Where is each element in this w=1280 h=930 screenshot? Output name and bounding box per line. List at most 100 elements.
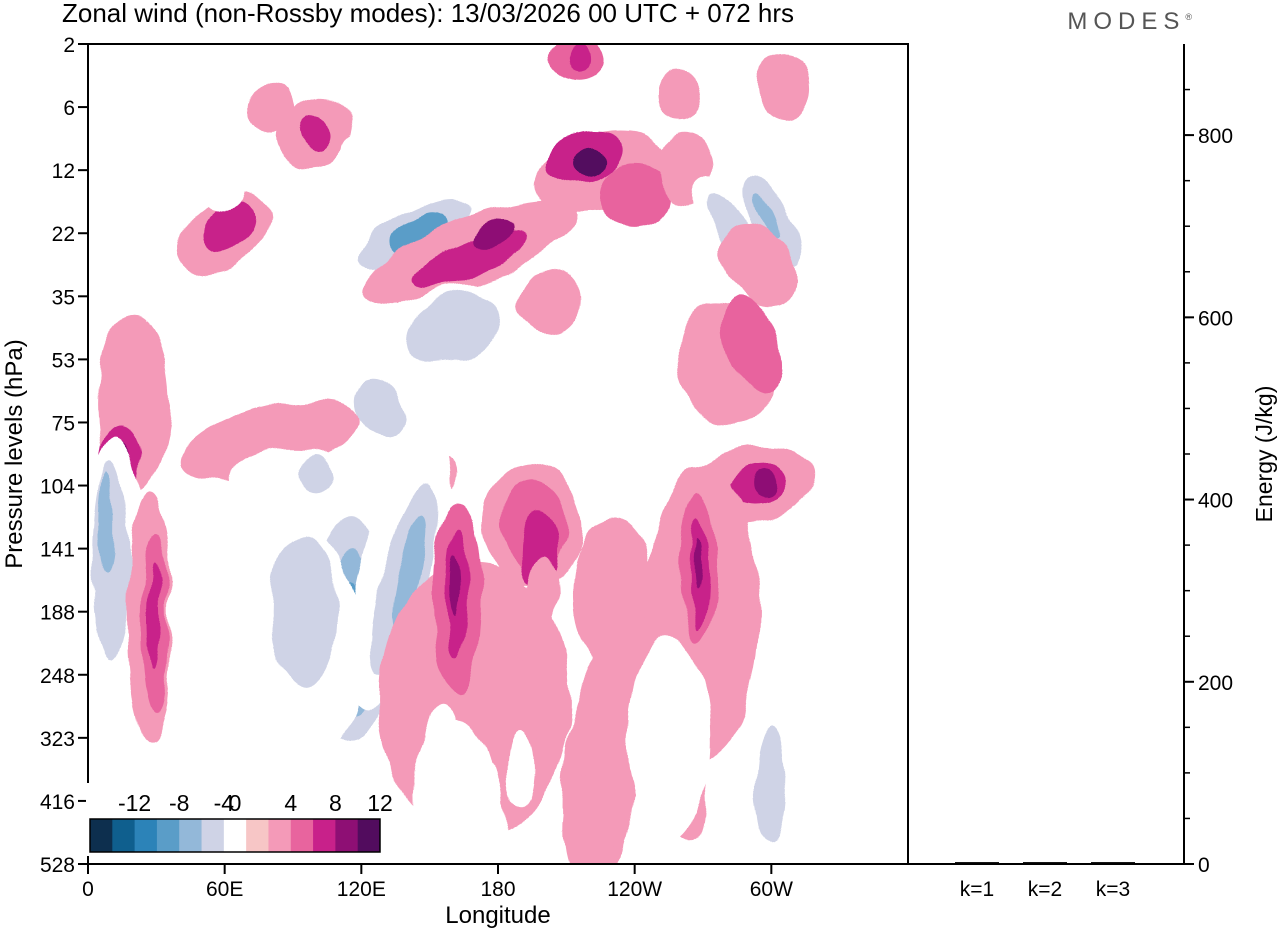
y-tick-label: 188 — [40, 602, 75, 625]
wind-anomaly — [391, 512, 427, 636]
x-tick-label: 120E — [337, 878, 386, 901]
x-tick-label: 120W — [607, 878, 662, 901]
y-tick-label: 35 — [52, 286, 75, 309]
y-tick-label: 2 — [63, 34, 75, 57]
energy-bar — [1091, 862, 1135, 865]
wind-anomaly — [220, 288, 274, 330]
wind-anomaly — [507, 731, 535, 808]
wind-anomaly — [354, 380, 405, 440]
wind-anomaly — [270, 536, 339, 688]
colorbar-swatch — [201, 819, 225, 852]
colorbar-swatch — [335, 819, 359, 852]
wind-anomaly — [449, 554, 460, 618]
wind-anomaly — [754, 191, 780, 238]
colorbar-swatch — [179, 819, 203, 852]
wind-anomaly — [391, 212, 450, 254]
wind-anomaly — [692, 536, 700, 587]
wind-anomaly — [627, 636, 710, 839]
colorbar-label: -8 — [169, 790, 189, 816]
wind-anomaly — [753, 472, 781, 499]
y-tick-label: 248 — [40, 665, 75, 688]
colorbar-label: -4 — [214, 790, 235, 816]
energy-bar — [1023, 862, 1067, 865]
y-axis-label: Pressure levels (hPa) — [1, 339, 28, 568]
colorbar-swatch — [134, 819, 158, 852]
x-tick-label: 60E — [206, 878, 243, 901]
y-tick-label: 416 — [40, 791, 75, 814]
energy-bar — [955, 862, 999, 865]
wind-anomaly — [345, 135, 401, 205]
wind-anomaly — [405, 292, 500, 364]
x-tick-label: 180 — [480, 878, 515, 901]
colorbar-label: 0 — [229, 790, 242, 816]
y-tick-label: 53 — [52, 349, 75, 372]
wind-anomaly — [203, 202, 255, 251]
y-tick-label: 22 — [52, 223, 75, 246]
wind-anomaly — [630, 422, 685, 486]
wind-anomaly — [98, 472, 115, 574]
colorbar-swatch — [112, 819, 136, 852]
wind-anomaly — [145, 188, 191, 228]
x-axis-label: Longitude — [445, 902, 550, 929]
colorbar-swatch — [90, 819, 113, 852]
wind-anomaly — [518, 271, 583, 335]
energy-tick-label: 800 — [1198, 125, 1233, 148]
wind-anomaly — [468, 763, 505, 864]
energy-tick-label: 0 — [1198, 854, 1210, 877]
x-tick-label: 60W — [750, 878, 793, 901]
colorbar-label: 4 — [284, 790, 297, 816]
wind-anomaly — [566, 44, 590, 70]
y-tick-label: 12 — [52, 160, 75, 183]
wind-anomaly — [471, 219, 516, 248]
wind-anomaly — [297, 454, 334, 492]
colorbar-swatch — [223, 819, 247, 852]
y-tick-label: 528 — [40, 854, 75, 877]
wind-anomaly — [247, 82, 294, 133]
energy-panel: 0 200 400 600 800 Energy (J/kg) k=1 k=2 k=3 — [907, 44, 1277, 901]
y-tick-label: 141 — [40, 539, 75, 562]
colorbar-frame — [89, 818, 381, 853]
wind-anomaly — [657, 69, 703, 120]
wind-anomaly — [712, 800, 740, 864]
energy-axis-label: Energy (J/kg) — [1251, 386, 1277, 523]
wind-anomaly — [589, 308, 635, 360]
colorbar-label: 12 — [367, 790, 393, 816]
colorbar-swatch — [156, 819, 180, 852]
y-tick-label: 323 — [40, 728, 75, 751]
energy-tick-label: 600 — [1198, 307, 1233, 330]
wind-anomaly — [839, 731, 877, 833]
colorbar-swatch — [357, 819, 381, 852]
energy-category-label: k=3 — [1096, 878, 1130, 901]
energy-tick-label: 400 — [1198, 490, 1233, 513]
wind-anomaly — [571, 151, 608, 177]
wind-anomaly — [600, 163, 669, 227]
colorbar-swatch — [268, 819, 292, 852]
wind-anomaly — [755, 56, 811, 120]
wind-anomaly — [202, 166, 248, 212]
x-tick-label: 0 — [82, 878, 94, 901]
wind-anomaly — [422, 706, 460, 808]
wind-anomaly — [561, 775, 617, 864]
wind-anomaly — [299, 114, 333, 151]
y-tick-label: 75 — [52, 412, 75, 435]
brand-logo: MODES® — [1067, 8, 1192, 36]
registered-mark: ® — [1185, 12, 1192, 22]
chart-title: Zonal wind (non-Rossby modes): 13/03/202… — [62, 0, 794, 28]
colorbar-swatch — [246, 819, 269, 852]
colorbar-label: 8 — [329, 790, 342, 816]
wind-anomaly — [722, 298, 785, 396]
wind-anomaly — [179, 510, 362, 789]
brand-text: MODES — [1067, 8, 1186, 35]
wind-anomaly — [220, 529, 266, 606]
colorbar: -12 -8 -40 4 8 12 — [86, 783, 393, 856]
y-tick-label: 6 — [63, 97, 75, 120]
energy-category-label: k=2 — [1028, 878, 1062, 901]
energy-category-label: k=1 — [960, 878, 994, 901]
wind-anomaly — [378, 121, 504, 207]
wind-anomaly — [755, 725, 788, 839]
wind-anomaly — [206, 56, 243, 133]
wind-field — [88, 44, 877, 864]
colorbar-swatch — [290, 819, 314, 852]
